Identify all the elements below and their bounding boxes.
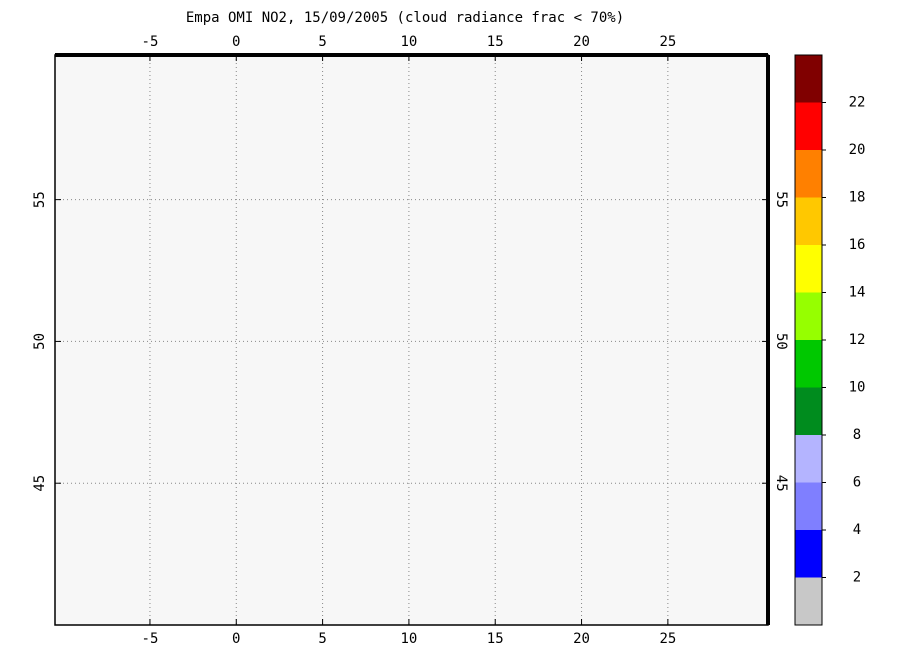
lat-tick-label: 50 (32, 333, 48, 350)
colorbar-segment (795, 530, 822, 578)
colorbar-tick-label: 12 (849, 332, 866, 348)
colorbar-segment (795, 435, 822, 483)
colorbar-tick-label: 22 (849, 95, 866, 111)
colorbar-segment (795, 150, 822, 198)
lon-tick-label: 25 (659, 34, 676, 50)
map-title: Empa OMI NO2, 15/09/2005 (cloud radiance… (186, 10, 624, 26)
colorbar-tick-label: 2 (853, 570, 861, 586)
colorbar-segment (795, 292, 822, 340)
colorbar-tick-label: 10 (849, 380, 866, 396)
lon-tick-label: -5 (142, 631, 159, 647)
lon-tick-label: 20 (573, 631, 590, 647)
lat-tick-label: 55 (32, 191, 48, 208)
lon-tick-label: 10 (400, 631, 417, 647)
colorbar-segment (795, 245, 822, 293)
colorbar-segment (795, 55, 822, 103)
lon-tick-label: 20 (573, 34, 590, 50)
lon-tick-label: 5 (318, 34, 326, 50)
lat-tick-label: 45 (32, 475, 48, 492)
colorbar-tick-label: 8 (853, 427, 861, 443)
lat-tick-label: 45 (773, 475, 789, 492)
lon-tick-label: 10 (400, 34, 417, 50)
lat-tick-label: 55 (773, 191, 789, 208)
lon-tick-label: 15 (487, 34, 504, 50)
lon-tick-label: 0 (232, 34, 240, 50)
lon-tick-label: -5 (142, 34, 159, 50)
colorbar-tick-label: 4 (853, 522, 861, 538)
lat-tick-label: 50 (773, 333, 789, 350)
colorbar-segment (795, 340, 822, 388)
colorbar-tick-label: 16 (849, 237, 866, 253)
colorbar-tick-label: 14 (849, 285, 866, 301)
colorbar-segment (795, 102, 822, 150)
colorbar-segment (795, 577, 822, 625)
lon-tick-label: 5 (318, 631, 326, 647)
colorbar-segment (795, 387, 822, 435)
colorbar-tick-label: 18 (849, 190, 866, 206)
colorbar-segment (795, 197, 822, 245)
colorbar-tick-label: 6 (853, 475, 861, 491)
map-area (55, 55, 768, 625)
lon-tick-label: 0 (232, 631, 240, 647)
colorbar-tick-label: 20 (849, 142, 866, 158)
lon-tick-label: 25 (659, 631, 676, 647)
colorbar-segment (795, 482, 822, 530)
lon-tick-label: 15 (487, 631, 504, 647)
